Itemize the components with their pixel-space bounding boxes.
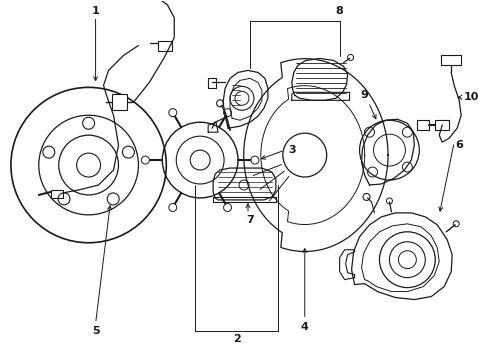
Text: 2: 2 xyxy=(233,334,241,345)
Circle shape xyxy=(223,109,231,117)
Bar xyxy=(51,190,62,198)
Text: 1: 1 xyxy=(92,6,99,15)
Circle shape xyxy=(168,203,176,212)
Bar xyxy=(111,94,127,110)
Bar xyxy=(434,120,448,130)
Text: 4: 4 xyxy=(300,323,308,332)
Circle shape xyxy=(168,109,176,117)
Text: 10: 10 xyxy=(463,92,478,102)
Circle shape xyxy=(250,156,259,164)
Text: 6: 6 xyxy=(454,140,462,150)
Text: 5: 5 xyxy=(92,327,99,336)
Text: 9: 9 xyxy=(360,90,368,100)
Circle shape xyxy=(141,156,149,164)
Circle shape xyxy=(223,203,231,212)
Text: 7: 7 xyxy=(245,215,253,225)
Text: 8: 8 xyxy=(335,6,343,15)
Text: 3: 3 xyxy=(287,145,295,155)
Bar xyxy=(440,55,460,66)
Bar xyxy=(158,41,172,50)
Bar xyxy=(416,120,428,130)
